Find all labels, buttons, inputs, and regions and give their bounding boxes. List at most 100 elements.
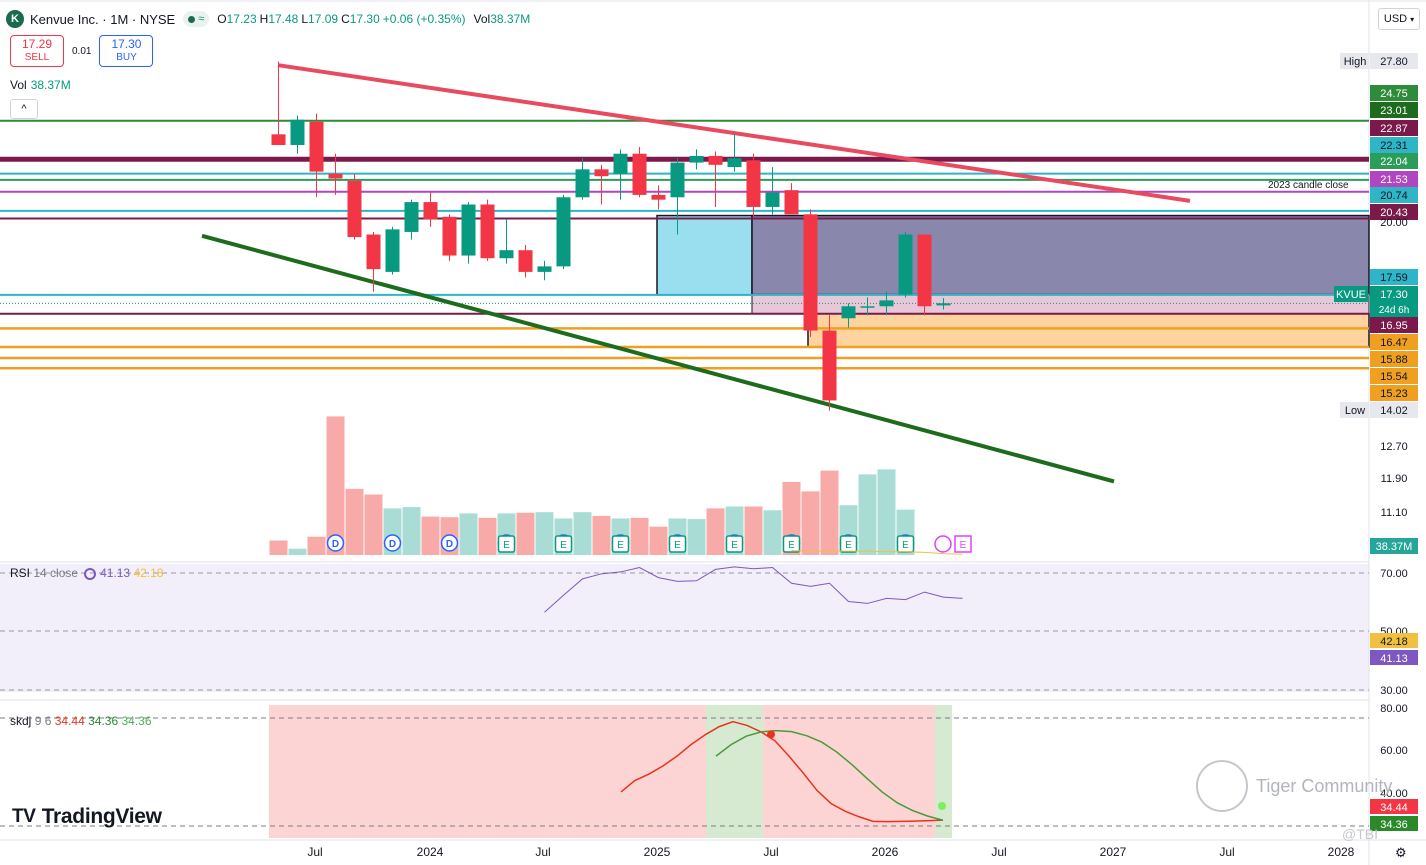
volume-bar <box>820 470 839 555</box>
currency-selector[interactable]: USD ▾ <box>1378 8 1420 30</box>
orange-zone-box <box>807 312 1370 348</box>
price-level-badge <box>1370 351 1418 367</box>
x-tick-label: Jul <box>535 845 550 859</box>
y-tick-label: 11.10 <box>1381 507 1408 519</box>
sell-button[interactable]: 17.29 SELL <box>10 35 64 67</box>
price-level-tag: KVUE <box>1336 289 1366 301</box>
candle-body <box>537 266 552 272</box>
buy-button[interactable]: 17.30 BUY <box>99 35 154 67</box>
volume-bar <box>592 515 611 555</box>
price-level-9: 17.59 <box>1370 269 1418 285</box>
price-level-badge <box>1370 153 1418 169</box>
volume-bar <box>307 536 326 555</box>
skdj-k-value: 34.44 <box>1380 802 1408 814</box>
price-level-badge <box>1370 204 1418 220</box>
candle-body <box>575 169 590 198</box>
price-level-10: 17.30 KVUE 24d 6h <box>1334 286 1418 317</box>
dividend-marker-letter: D <box>332 539 339 550</box>
price-level-14: 15.54 <box>1370 368 1418 384</box>
earnings-marker-box <box>839 535 858 553</box>
skdj-d-line <box>715 729 943 821</box>
tradingview-logo[interactable]: TV TradingView <box>12 805 162 828</box>
price-level-tag-bg <box>1340 53 1369 69</box>
earnings-marker-letter: E <box>731 540 738 551</box>
price-level-value: 21.53 <box>1380 174 1408 186</box>
earnings-marker-letter: E <box>560 540 567 551</box>
candle-body <box>594 169 609 177</box>
countdown-text: 24d 6h <box>1379 305 1410 316</box>
watermark-handle: @TBI <box>1342 826 1378 842</box>
volume-bar <box>573 512 592 555</box>
symbol-title[interactable]: Kenvue Inc. · 1M · NYSE <box>30 11 176 27</box>
candle-body <box>271 134 286 146</box>
y-tick-label: 11.90 <box>1381 473 1408 485</box>
dividend-marker: D <box>383 534 402 552</box>
collapse-legend-button[interactable]: ^ <box>10 99 38 119</box>
wave-icon: ≈ <box>198 13 205 25</box>
price-level-tag-bg <box>1334 286 1368 302</box>
rsi-settings-icon[interactable] <box>84 568 97 580</box>
price-level-tag: Low <box>1345 405 1365 417</box>
price-level-value: 16.47 <box>1380 337 1408 349</box>
price-level-7: 20.74 <box>1370 187 1418 203</box>
price-level-badge <box>1370 402 1418 418</box>
earnings-marker-box <box>554 535 573 553</box>
price-level-value: 16.95 <box>1380 320 1408 332</box>
volume-bar <box>421 516 440 555</box>
x-tick-label: Jul <box>307 845 322 859</box>
earnings-marker-letter: E <box>902 540 909 551</box>
skdj-bear-zone <box>269 705 706 838</box>
market-status-badge[interactable]: ≈ <box>183 11 210 27</box>
earnings-marker-box <box>497 535 516 553</box>
skdj-bear-zone-2 <box>763 705 935 838</box>
price-level-badge <box>1370 120 1418 136</box>
candle-body <box>423 202 438 220</box>
price-level-value: 17.30 <box>1380 289 1408 301</box>
candle-body <box>290 119 305 146</box>
earnings-marker-box <box>611 535 630 553</box>
candle-body <box>708 155 723 165</box>
upcoming-event-icon <box>934 535 952 553</box>
price-level-value: 24.75 <box>1380 88 1408 100</box>
earnings-marker: E <box>611 535 630 553</box>
candle-body <box>936 303 951 306</box>
volume-bar <box>288 548 307 555</box>
dividend-marker-circle <box>326 534 345 552</box>
volume-bar <box>706 508 725 555</box>
volume-legend: Vol 38.37M <box>10 78 71 92</box>
skdj-d-badge <box>1370 816 1418 831</box>
price-level-12: 16.47 <box>1370 334 1418 350</box>
rsi-value: 41.13 <box>1380 653 1408 665</box>
kenvue-logo-icon: K <box>6 10 24 28</box>
candle-body <box>917 234 932 307</box>
low-value: L17.09 <box>301 12 339 26</box>
candle-body <box>366 234 381 270</box>
purple-zone-box <box>751 214 1370 296</box>
candle-body <box>518 250 533 272</box>
rsi-legend[interactable]: RSI 14 close 41.13 42.18 <box>10 566 164 580</box>
price-level-badge <box>1370 385 1418 401</box>
dividend-marker-letter: D <box>446 539 453 550</box>
volume-bar <box>478 517 497 555</box>
price-level-badge <box>1370 171 1418 187</box>
candle-body <box>727 158 742 168</box>
price-level-value: 23.01 <box>1380 105 1408 117</box>
rsi-tick-label: 30.00 <box>1380 685 1408 697</box>
candle-body <box>461 204 476 256</box>
price-level-badge <box>1370 102 1418 118</box>
tradingview-mark-icon: TV <box>12 806 36 827</box>
gear-icon[interactable]: ⚙ <box>1395 845 1407 860</box>
skdj-k-badge <box>1370 799 1418 814</box>
price-level-badge <box>1370 187 1418 203</box>
price-level-value: 22.87 <box>1380 123 1408 135</box>
volume-bar <box>763 510 782 555</box>
price-level-value: 22.31 <box>1380 140 1408 152</box>
earnings-marker: E <box>554 535 573 553</box>
open-value: O17.23 <box>217 12 257 26</box>
chevron-down-icon: ▾ <box>1410 14 1415 24</box>
annotation-label: 2023 candle close <box>1268 180 1349 191</box>
skdj-legend[interactable]: skdj 9 6 34.44 34.36 34.36 <box>10 714 152 728</box>
volume-value-badge <box>1370 538 1418 554</box>
candle-body <box>898 234 913 295</box>
